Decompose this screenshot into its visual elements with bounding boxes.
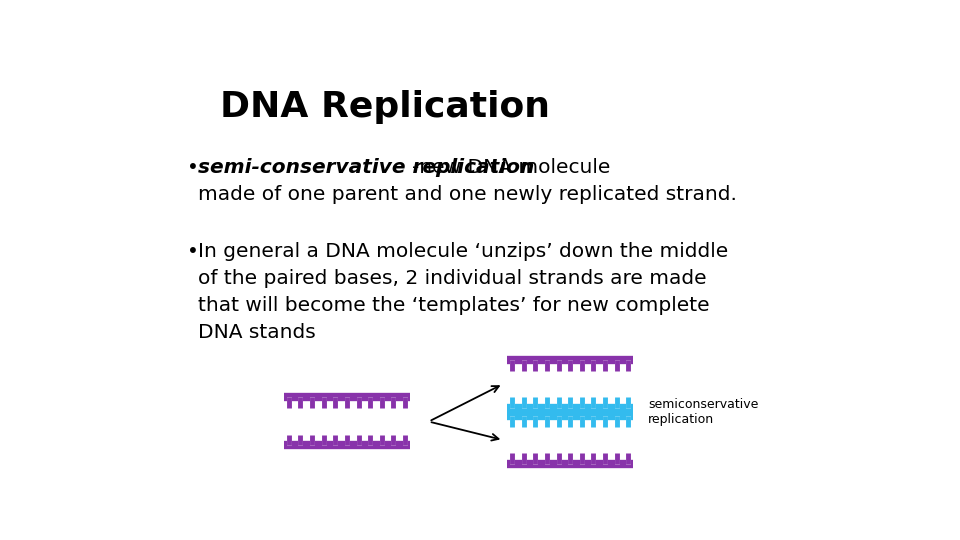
- Text: DNA Replication: DNA Replication: [221, 90, 550, 124]
- Text: semiconservative
replication: semiconservative replication: [648, 398, 758, 426]
- Text: semi-conservative replication: semi-conservative replication: [198, 158, 535, 177]
- Text: •: •: [187, 241, 199, 260]
- Text: made of one parent and one newly replicated strand.: made of one parent and one newly replica…: [198, 185, 737, 204]
- Text: DNA stands: DNA stands: [198, 322, 316, 342]
- Text: •: •: [187, 158, 199, 177]
- Text: that will become the ‘templates’ for new complete: that will become the ‘templates’ for new…: [198, 295, 709, 315]
- Text: -new DNA molecule: -new DNA molecule: [413, 158, 611, 177]
- Text: of the paired bases, 2 individual strands are made: of the paired bases, 2 individual strand…: [198, 268, 707, 287]
- Text: In general a DNA molecule ‘unzips’ down the middle: In general a DNA molecule ‘unzips’ down …: [198, 241, 729, 260]
